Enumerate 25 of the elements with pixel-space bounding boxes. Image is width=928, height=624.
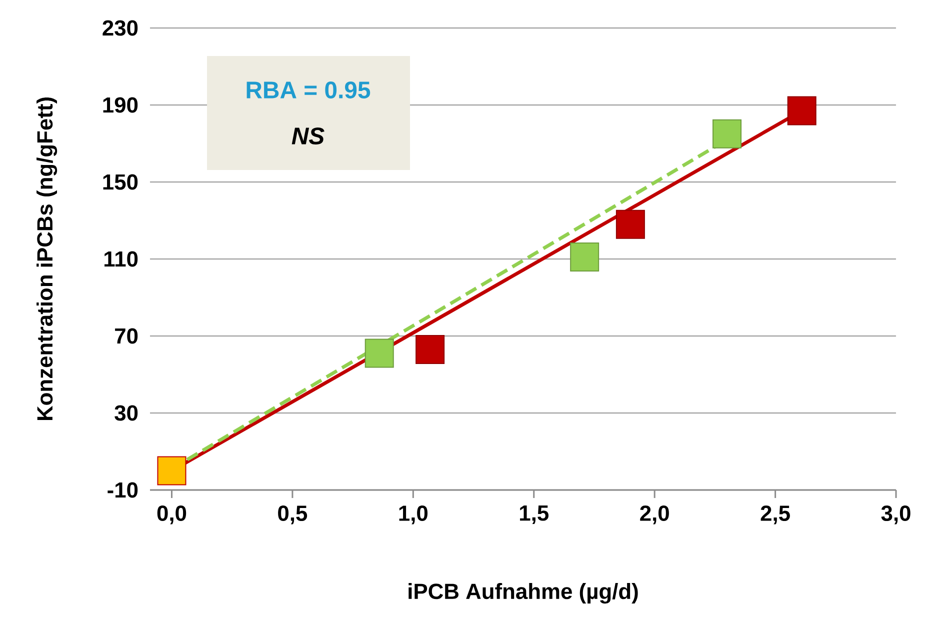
annotation: NS (292, 128, 324, 144)
x-tick-label: 0,0 (157, 505, 186, 524)
y-tick-label: 110 (104, 251, 138, 267)
point (787, 96, 816, 126)
x-tick-label: 0,5 (278, 505, 308, 524)
x-tick-label: 1,5 (520, 506, 548, 524)
y-tick-label: -10 (108, 482, 138, 498)
x-tick-label: 2,0 (640, 505, 669, 524)
point (616, 210, 645, 239)
x-tick-label: 1,0 (399, 505, 428, 524)
y-tick-label: 70 (115, 328, 138, 344)
x-tick-label: 2,5 (760, 505, 790, 524)
point (712, 119, 742, 148)
point (157, 456, 186, 486)
x-axis-title: iPCB Aufnahme (µg/d) (408, 583, 638, 604)
y-tick-label: 230 (102, 20, 138, 36)
point (416, 334, 445, 364)
y-tick-label: 30 (114, 405, 138, 421)
point (570, 242, 600, 272)
point (364, 338, 394, 368)
y-axis-title: Konzentration iPCBs (ng/gFett) (36, 98, 58, 420)
x-tick-label: 3,0 (881, 505, 910, 524)
annotation: RBA = 0.95 (246, 82, 370, 98)
y-tick-label: 190 (103, 97, 138, 113)
y-tick-label: 150 (103, 174, 138, 190)
